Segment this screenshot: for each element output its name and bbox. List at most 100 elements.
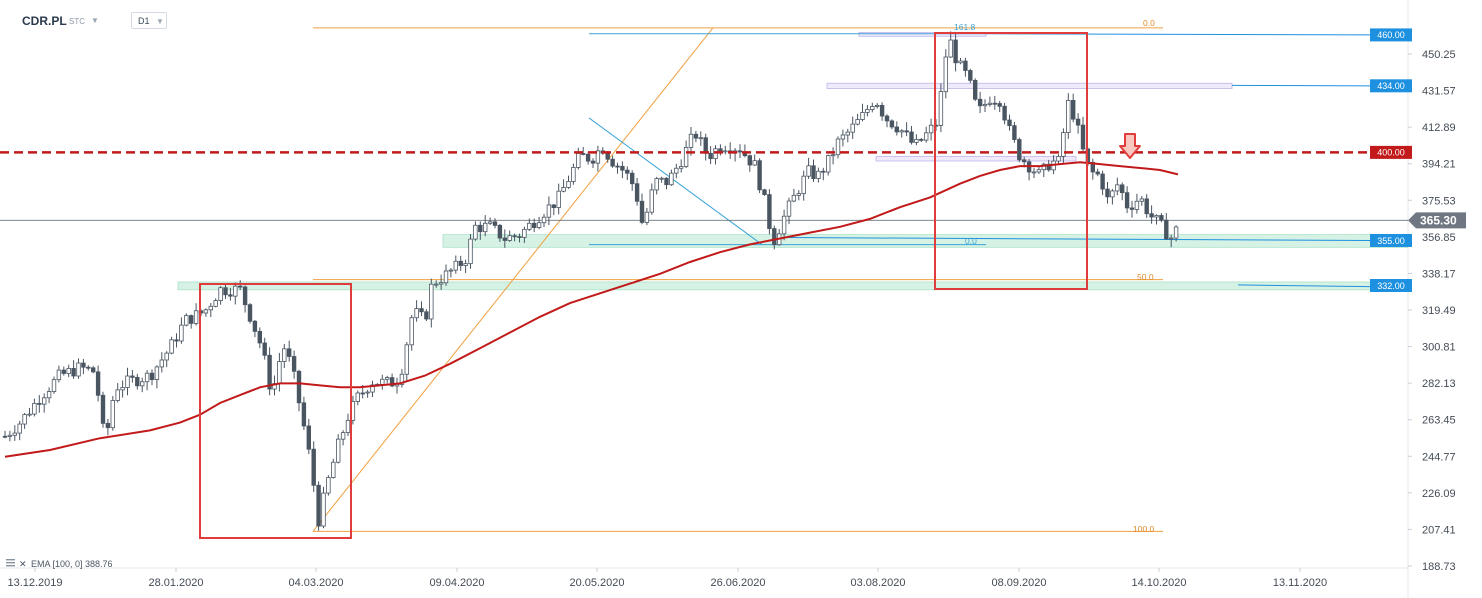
timeframe-select[interactable]: D1 ▼ [131,12,167,29]
candle [865,104,870,117]
candle [458,255,463,271]
candle [424,309,429,322]
fib-label-100: 100.0 [1133,524,1155,534]
candle [870,102,875,113]
y-tick-label: 412.89 [1422,122,1456,134]
candle [879,102,885,121]
level-tag-label: 355.00 [1377,236,1405,246]
candle [159,352,164,373]
candle [625,166,630,180]
level-tag-label: 332.00 [1377,281,1405,291]
candle [1124,186,1130,214]
candle [1164,212,1169,240]
y-axis-ticks: 450.25 431.57 412.89 394.21 375.53 356.85 338.… [1408,49,1456,573]
candle [345,413,351,436]
candle [1075,113,1081,134]
resistance-zone-460 [858,31,987,37]
candle [12,425,17,441]
resistance-zone-400 [875,156,1077,162]
fib-label-50: 50.0 [1137,272,1154,282]
candle [845,128,850,143]
candle [282,343,287,368]
close-indicator-icon[interactable]: ✕ [19,559,27,569]
candle [860,103,865,122]
candle [95,365,101,402]
candle [223,283,228,300]
candle [66,364,71,378]
candle [801,170,806,201]
candle [365,389,370,398]
candle [32,398,37,417]
candle [91,366,96,374]
candle [732,147,738,162]
candle [384,375,390,384]
exchange-label: STC [69,17,85,26]
fib-label-161-8: 161.8 [954,22,976,32]
candle [1173,225,1179,242]
candle [772,225,777,250]
x-tick-label: 04.03.2020 [288,577,343,589]
candle [571,163,576,185]
candle [331,458,336,479]
candle [728,142,733,159]
level-tag-bg [1370,233,1412,247]
candle [174,333,179,348]
candle [948,31,953,59]
symbol-name[interactable]: CDR.PL [22,14,67,28]
candle [943,49,948,99]
candle [664,177,669,190]
level-tag-bg [1370,79,1412,93]
candle [644,207,650,226]
candle [1115,177,1120,196]
candle [522,226,527,243]
candle [747,154,752,172]
symbol-dropdown-icon[interactable]: ▼ [91,16,99,25]
candle [478,221,483,240]
candle [541,213,547,228]
candlestick-series [2,31,1179,531]
x-tick-label: 20.05.2020 [569,577,624,589]
candle [977,91,983,114]
candle [630,170,635,191]
candle [791,188,797,203]
candle [909,126,914,145]
chart-header: CDR.PL STC ▼ D1 ▼ [0,0,400,40]
indicator-list-icon [6,559,15,567]
candle [218,286,223,305]
candle [786,197,792,225]
y-tick-label: 300.81 [1422,342,1456,354]
candle [399,369,405,388]
candle [811,159,816,182]
candle [899,129,904,138]
candle [1031,167,1037,179]
candle [855,113,860,126]
last-price-label: 365.30 [1420,213,1457,227]
candle [982,99,988,113]
candle [76,358,81,379]
y-tick-label: 207.41 [1422,524,1456,536]
candle [453,255,458,274]
candle [742,144,748,158]
candle [1066,93,1071,139]
candle [139,377,145,393]
candle [561,179,566,193]
candle [610,155,615,168]
fib-ext-label-0: 0.0 [965,236,977,246]
candle [71,360,76,379]
candle [17,420,22,441]
candle [1061,128,1066,164]
resistance-zone-434 [826,82,1233,89]
x-tick-label: 08.09.2020 [991,577,1046,589]
candle [110,396,115,431]
candle [51,376,57,394]
indicator-legend[interactable]: ✕ EMA [100, 0] 388.76 [6,559,113,569]
candle [620,161,625,179]
candle [752,154,757,167]
candle [634,177,640,206]
candle [296,369,302,412]
level-tag-label: 460.00 [1377,30,1405,40]
candle [100,391,106,428]
candle [693,130,699,143]
candle [669,169,674,186]
